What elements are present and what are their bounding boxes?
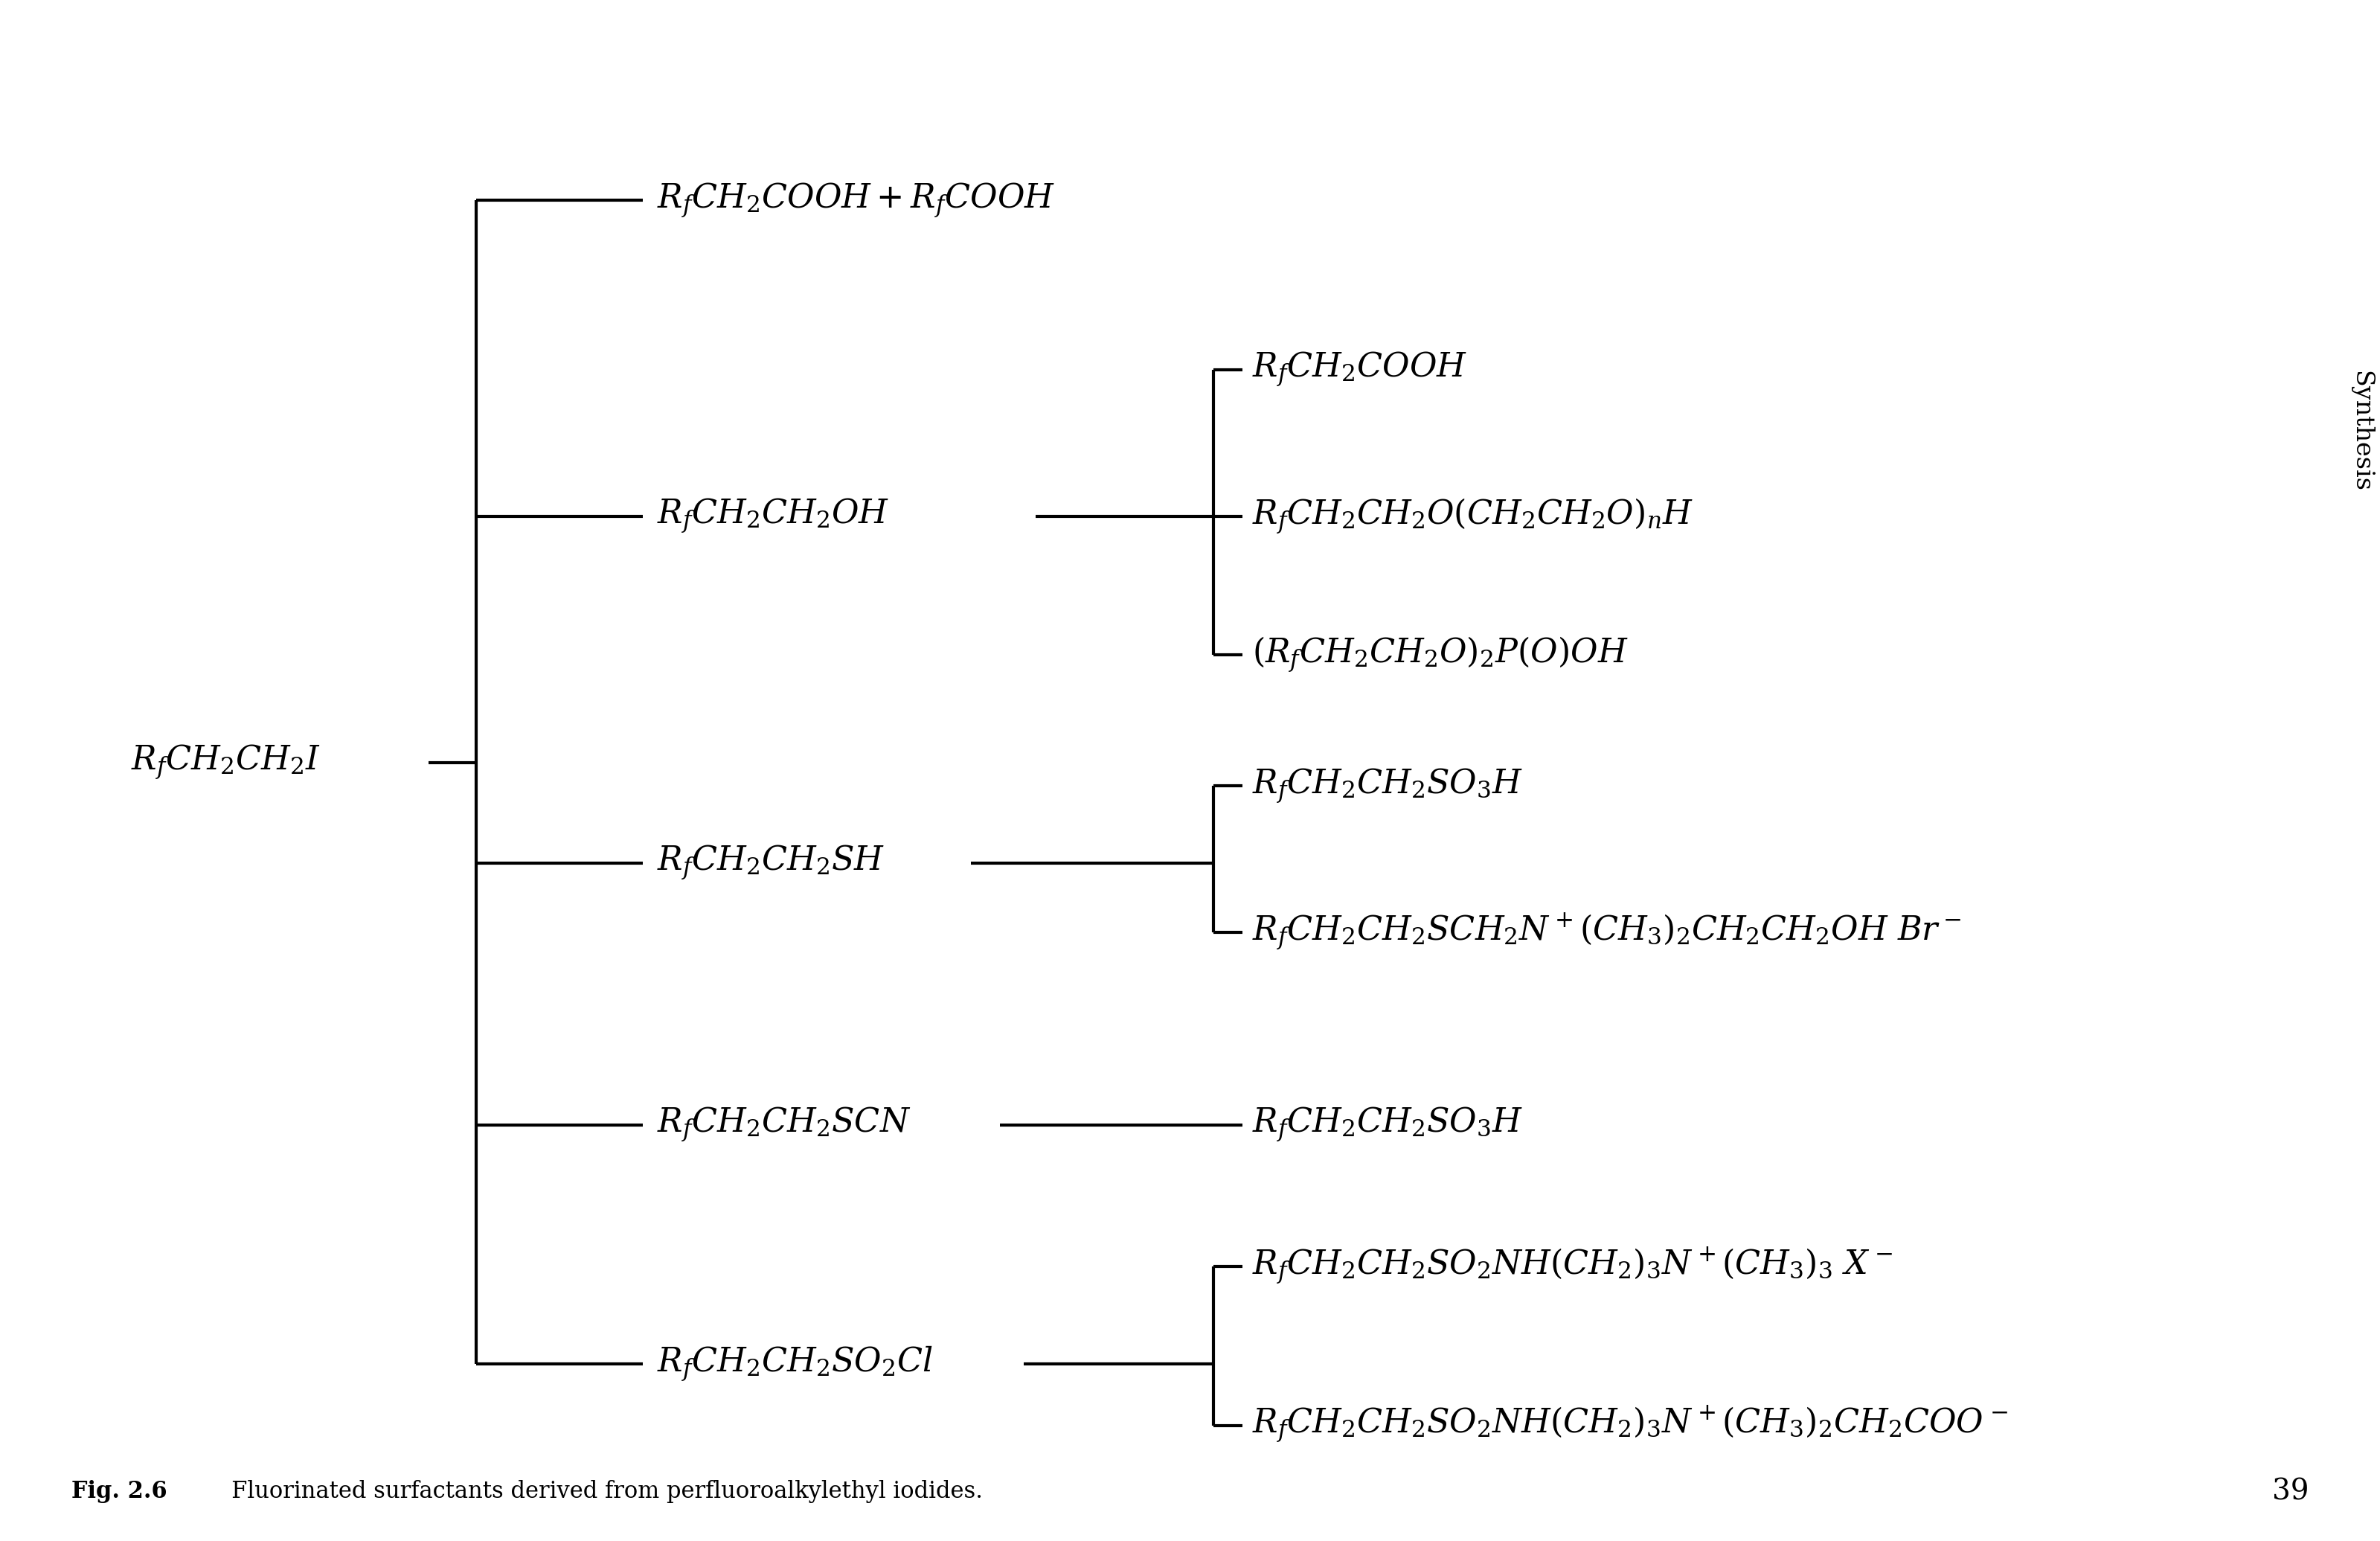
Text: $R_fCH_2COOH$: $R_fCH_2COOH$ [1252, 350, 1466, 390]
Text: $(R_fCH_2CH_2O)_2P(O)OH$: $(R_fCH_2CH_2O)_2P(O)OH$ [1252, 635, 1628, 675]
Text: $R_fCH_2CH_2SO_2Cl$: $R_fCH_2CH_2SO_2Cl$ [657, 1344, 933, 1384]
Text: $R_fCH_2CH_2SO_3H$: $R_fCH_2CH_2SO_3H$ [1252, 1105, 1523, 1145]
Text: $R_fCH_2CH_2SCN$: $R_fCH_2CH_2SCN$ [657, 1105, 912, 1145]
Text: $R_fCH_2CH_2SCH_2N^+(CH_3)_2CH_2CH_2OH\ Br^-$: $R_fCH_2CH_2SCH_2N^+(CH_3)_2CH_2CH_2OH\ … [1252, 912, 1961, 952]
Text: $R_fCH_2CH_2SO_2NH(CH_2)_3N^+(CH_3)_2CH_2COO^-$: $R_fCH_2CH_2SO_2NH(CH_2)_3N^+(CH_3)_2CH_… [1252, 1405, 2009, 1445]
Text: $R_fCH_2CH_2OH$: $R_fCH_2CH_2OH$ [657, 496, 890, 536]
Text: Fig. 2.6: Fig. 2.6 [71, 1481, 167, 1502]
Text: $R_fCH_2CH_2O(CH_2CH_2O)_nH$: $R_fCH_2CH_2O(CH_2CH_2O)_nH$ [1252, 496, 1692, 536]
Text: $R_fCH_2CH_2SO_2NH(CH_2)_3N^+(CH_3)_3\ X^-$: $R_fCH_2CH_2SO_2NH(CH_2)_3N^+(CH_3)_3\ X… [1252, 1247, 1892, 1287]
Text: $R_fCH_2COOH + R_fCOOH$: $R_fCH_2COOH + R_fCOOH$ [657, 180, 1054, 220]
Text: $R_fCH_2CH_2I$: $R_fCH_2CH_2I$ [131, 743, 321, 783]
Text: 39: 39 [2273, 1478, 2309, 1506]
Text: $R_fCH_2CH_2SO_3H$: $R_fCH_2CH_2SO_3H$ [1252, 766, 1523, 806]
Text: $R_fCH_2CH_2SH$: $R_fCH_2CH_2SH$ [657, 843, 885, 883]
Text: Synthesis: Synthesis [2349, 371, 2373, 492]
Text: Fluorinated surfactants derived from perfluoroalkylethyl iodides.: Fluorinated surfactants derived from per… [209, 1481, 983, 1502]
